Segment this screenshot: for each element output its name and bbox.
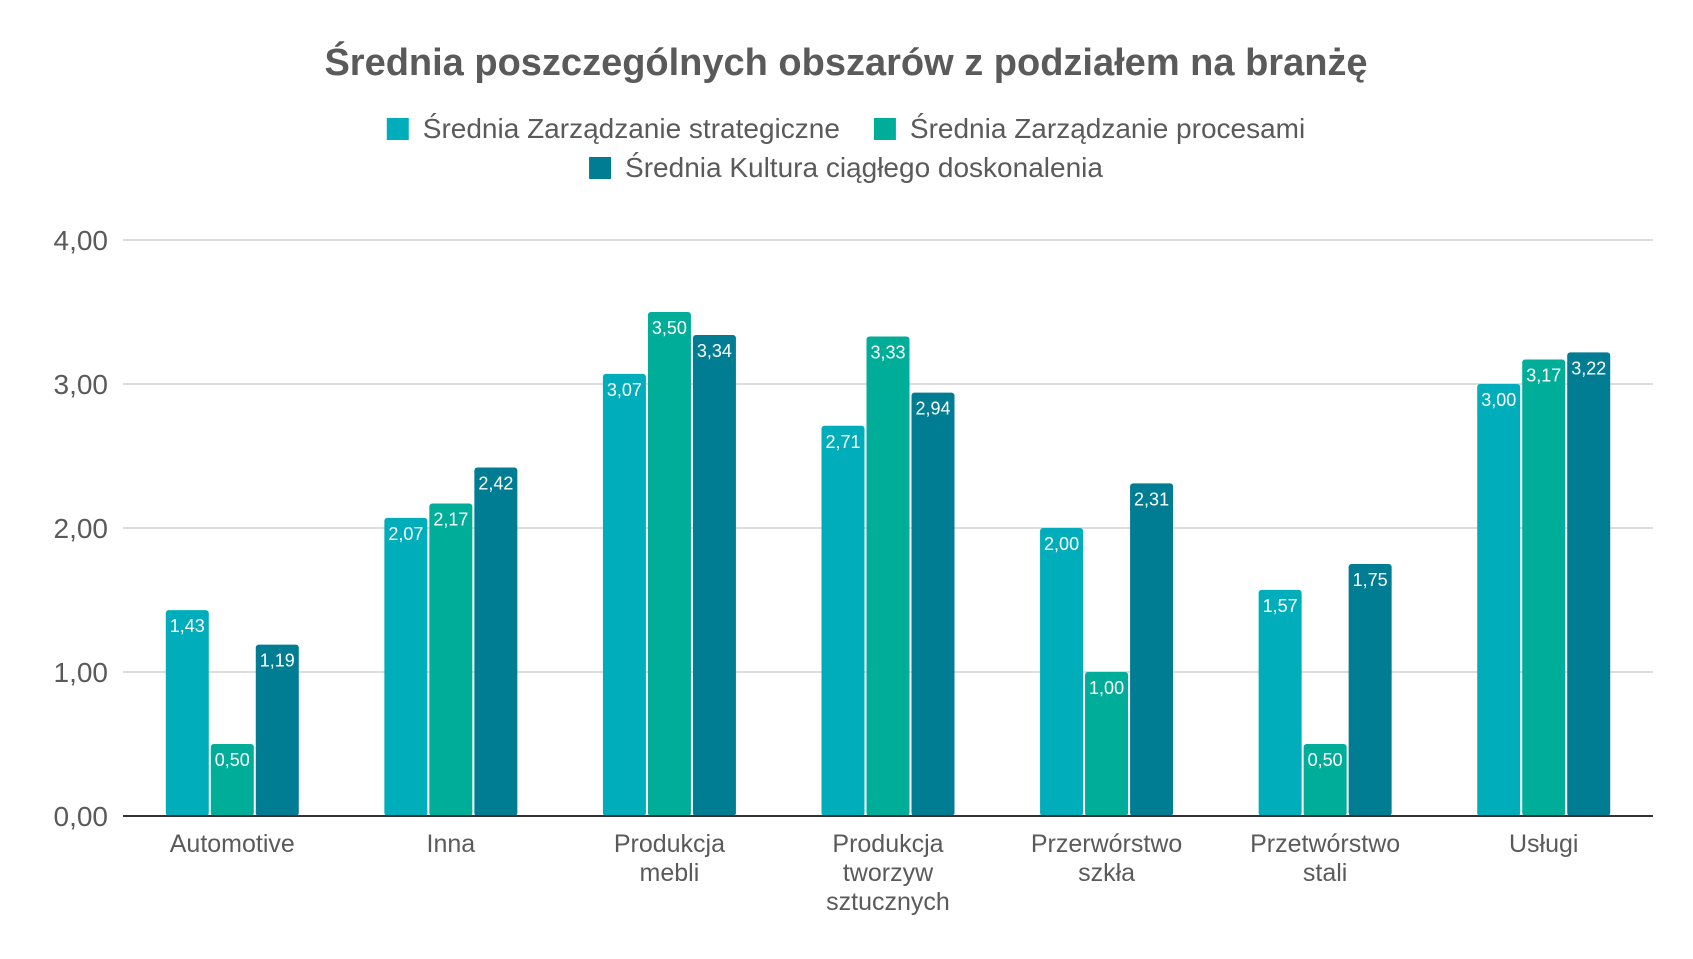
legend-label: Średnia Zarządzanie strategiczne bbox=[423, 112, 840, 144]
bar bbox=[1567, 352, 1611, 816]
data-label: 2,17 bbox=[433, 510, 468, 530]
x-tick-label: Automotive bbox=[170, 830, 295, 858]
data-label: 3,00 bbox=[1481, 390, 1516, 410]
legend-item: Średnia Kultura ciągłego doskonalenia bbox=[589, 151, 1103, 183]
y-tick-label: 2,00 bbox=[54, 513, 109, 544]
data-labels: 1,43 0,50 1,19 2,07 2,17 2,42 3,07 3,50 3,34 2,71… bbox=[170, 318, 1606, 770]
bar bbox=[1477, 384, 1521, 816]
bars bbox=[165, 312, 1611, 816]
bar bbox=[821, 425, 865, 816]
y-tick-label: 3,00 bbox=[54, 369, 109, 400]
data-label: 0,50 bbox=[1308, 750, 1343, 770]
data-label: 2,71 bbox=[825, 432, 860, 452]
x-tick-label: Produkcja tworzyw sztucznych bbox=[826, 830, 950, 916]
data-label: 3,22 bbox=[1571, 358, 1606, 378]
bar bbox=[647, 312, 691, 816]
data-label: 2,07 bbox=[388, 524, 423, 544]
legend-label: Średnia Kultura ciągłego doskonalenia bbox=[625, 151, 1103, 183]
data-label: 3,50 bbox=[652, 318, 687, 338]
legend-swatch bbox=[589, 157, 612, 179]
data-label: 1,19 bbox=[260, 651, 295, 671]
bar bbox=[210, 744, 254, 816]
data-label: 2,00 bbox=[1044, 534, 1079, 554]
bar bbox=[1085, 672, 1129, 816]
bar bbox=[602, 373, 646, 816]
data-label: 3,34 bbox=[697, 341, 732, 361]
x-tick-label: Produkcja mebli bbox=[614, 830, 725, 887]
bar bbox=[1303, 744, 1347, 816]
legend-swatch bbox=[873, 118, 896, 140]
bar bbox=[474, 467, 518, 816]
y-axis-ticks: 0,00 1,00 2,00 3,00 4,00 bbox=[54, 225, 109, 832]
data-label: 2,94 bbox=[915, 399, 950, 419]
bar bbox=[1522, 359, 1566, 816]
data-label: 0,50 bbox=[215, 750, 250, 770]
bar bbox=[911, 392, 955, 816]
bar bbox=[692, 335, 736, 816]
bar bbox=[1258, 589, 1302, 816]
bar bbox=[866, 336, 910, 816]
data-label: 3,33 bbox=[870, 342, 905, 362]
legend-swatch bbox=[386, 118, 409, 140]
data-label: 1,00 bbox=[1089, 678, 1124, 698]
y-tick-label: 0,00 bbox=[54, 801, 109, 832]
x-axis-ticks: Automotive Inna Produkcja mebli Produkcja two… bbox=[170, 830, 1579, 916]
legend-label: Średnia Zarządzanie procesami bbox=[910, 112, 1305, 144]
data-label: 1,75 bbox=[1353, 570, 1388, 590]
y-tick-label: 1,00 bbox=[54, 657, 109, 688]
x-tick-label: Przerwórstwo szkła bbox=[1031, 830, 1182, 887]
legend: Średnia Zarządzanie strategiczne Średnia … bbox=[386, 112, 1305, 183]
bar bbox=[429, 503, 473, 816]
data-label: 2,31 bbox=[1134, 489, 1169, 509]
bar bbox=[255, 644, 299, 816]
data-label: 3,17 bbox=[1526, 366, 1561, 386]
bar bbox=[1348, 564, 1392, 816]
y-tick-label: 4,00 bbox=[54, 225, 109, 256]
chart-title: Średnia poszczególnych obszarów z podzia… bbox=[324, 40, 1367, 84]
bar bbox=[165, 610, 209, 816]
x-tick-label: Usługi bbox=[1509, 830, 1578, 858]
data-label: 2,42 bbox=[478, 474, 513, 494]
legend-item: Średnia Zarządzanie procesami bbox=[873, 112, 1305, 144]
data-label: 1,43 bbox=[170, 616, 205, 636]
data-label: 3,07 bbox=[607, 380, 642, 400]
data-label: 1,57 bbox=[1263, 596, 1298, 616]
bar bbox=[1040, 528, 1084, 816]
x-tick-label: Inna bbox=[427, 830, 476, 858]
bar bbox=[1130, 483, 1174, 816]
legend-item: Średnia Zarządzanie strategiczne bbox=[386, 112, 840, 144]
bar bbox=[384, 517, 428, 816]
x-tick-label: Przetwórstwo stali bbox=[1250, 830, 1400, 887]
